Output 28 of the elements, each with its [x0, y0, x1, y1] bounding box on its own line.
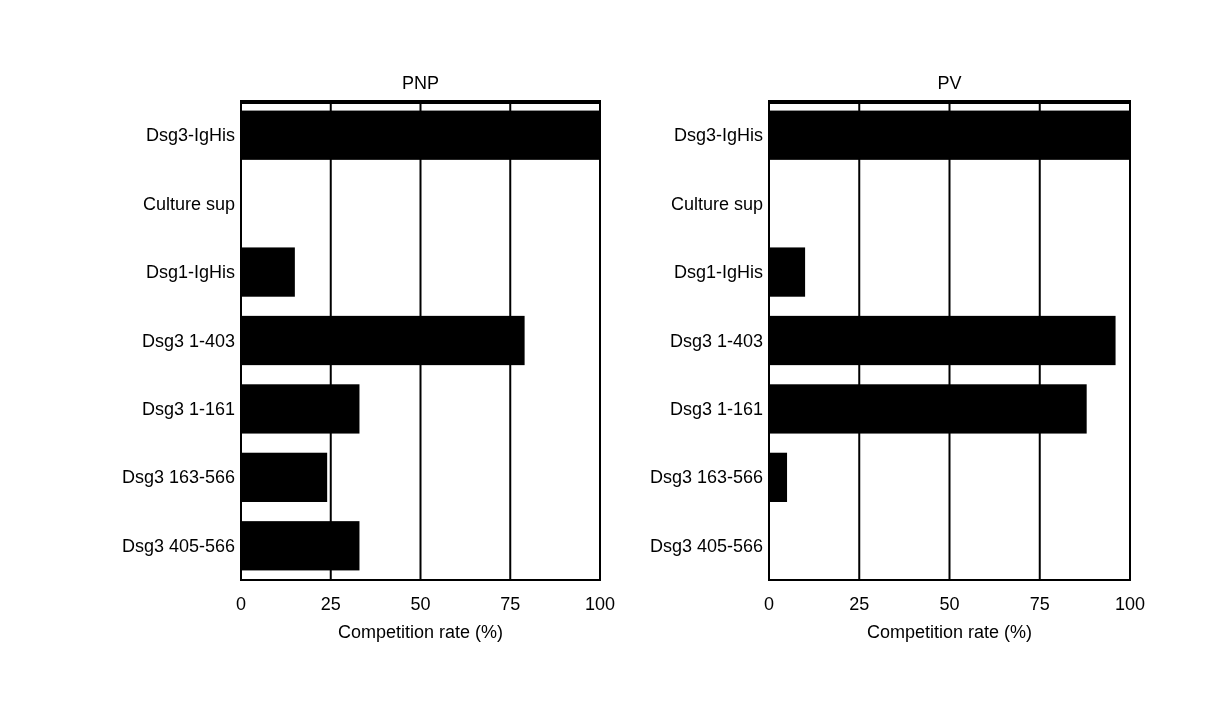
x-tick-label: 100	[1114, 594, 1146, 614]
x-tick-label: 25	[849, 594, 870, 614]
x-tick-label: 0	[235, 594, 247, 614]
x-tick-label: 50	[939, 594, 960, 614]
x-axis-title: Competition rate (%)	[337, 622, 504, 642]
chart-title: PNP	[401, 73, 440, 93]
x-axis-title: Competition rate (%)	[866, 622, 1033, 642]
y-tick-label: Dsg3-IgHis	[673, 125, 763, 146]
y-tick-label: Dsg3 1-161	[141, 398, 235, 419]
y-tick-label: Dsg3 1-403	[141, 330, 235, 351]
x-tick-label: 0	[763, 594, 775, 614]
y-tick-label: Dsg1-IgHis	[145, 262, 235, 283]
y-tick-label: Dsg3 1-403	[669, 330, 763, 351]
x-tick-label: 75	[500, 594, 521, 614]
x-tick-label: 100	[584, 594, 616, 614]
x-tick-label: 50	[410, 594, 431, 614]
x-tick-label: 75	[1029, 594, 1050, 614]
y-tick-label: Dsg3 163-566	[649, 467, 763, 488]
y-tick-label: Dsg3 405-566	[121, 535, 235, 556]
x-tick-label: 25	[320, 594, 341, 614]
y-tick-label: Dsg3 1-161	[669, 398, 763, 419]
chart-title: PV	[937, 73, 962, 93]
y-tick-label: Dsg3 163-566	[121, 467, 235, 488]
y-tick-label: Dsg1-IgHis	[673, 262, 763, 283]
y-tick-label: Culture sup	[670, 193, 763, 214]
y-tick-label: Dsg3 405-566	[649, 535, 763, 556]
y-tick-label: Culture sup	[142, 193, 235, 214]
y-tick-label: Dsg3-IgHis	[145, 125, 235, 146]
